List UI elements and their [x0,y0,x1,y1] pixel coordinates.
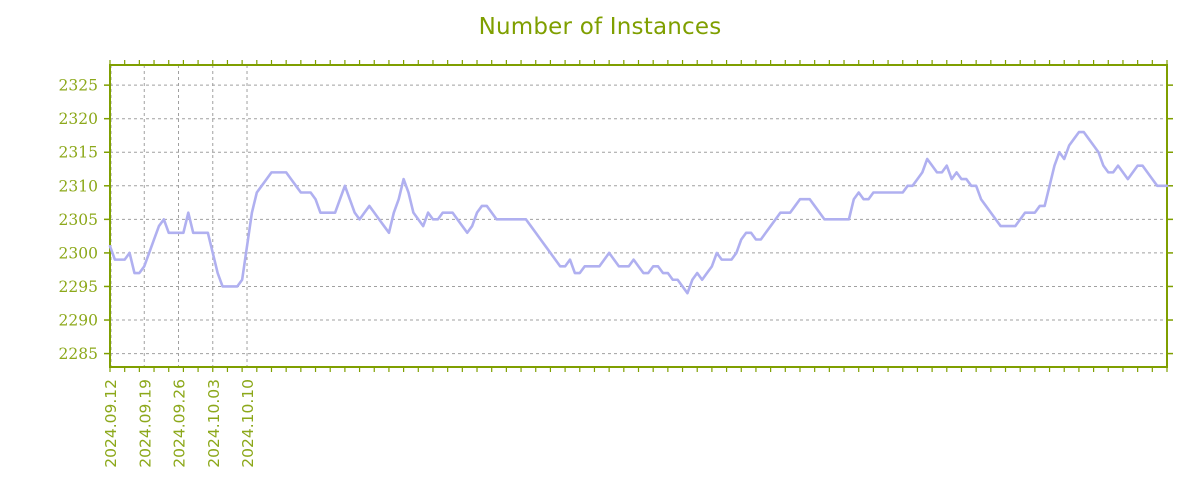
y-axis-tick-label: 2325 [59,77,98,95]
x-axis-tick-label: 2024.09.12 [102,379,120,468]
plot-frame [109,64,1168,368]
y-axis-tick-label: 2315 [59,144,98,162]
y-axis-tick-label: 2300 [59,244,98,262]
y-axis-tick-label: 2305 [59,211,98,229]
x-axis-labels: 2024.09.12 2024.09.19 2024.09.26 2024.10.03… [102,379,257,468]
chart-title: Number of Instances [478,14,722,40]
x-axis-tick-label: 2024.10.10 [239,379,257,468]
y-axis-tick-label: 2310 [59,177,98,195]
plot-border [109,64,1168,368]
grid-layer [110,65,1167,367]
y-axis-labels: 2285 2290 2295 2300 2305 2310 2315 2320 2325 [59,77,98,363]
data-series-layer [108,130,1169,295]
series-line-number-of-instances [108,130,1169,295]
y-axis-tick-label: 2290 [59,312,98,330]
x-axis-tick-label: 2024.09.26 [171,379,189,468]
y-axis-tick-label: 2285 [59,345,98,363]
tick-marks [104,60,1173,372]
y-axis-tick-label: 2295 [59,278,98,296]
y-axis-tick-label: 2320 [59,110,98,128]
x-axis-tick-label: 2024.10.03 [205,379,223,468]
x-axis-tick-label: 2024.09.19 [136,379,154,468]
